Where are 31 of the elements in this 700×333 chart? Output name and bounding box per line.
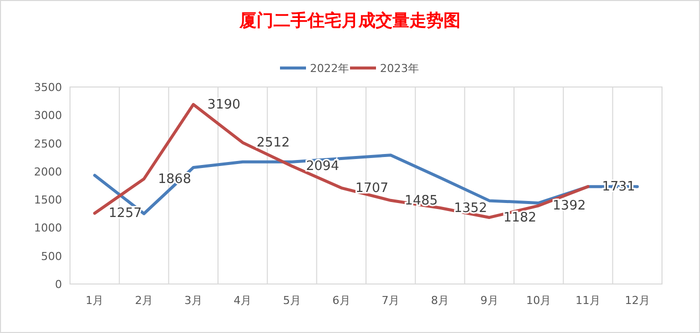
data-label: 1257 — [108, 206, 142, 222]
data-label: 3190 — [207, 97, 240, 112]
x-tick-label: 12月 — [624, 294, 650, 307]
data-label: 2512 — [256, 136, 290, 151]
y-tick-label: 500 — [41, 250, 62, 263]
x-tick-label: 1月 — [86, 294, 104, 307]
chart-title: 厦门二手住宅月成交量走势图 — [238, 11, 460, 31]
x-tick-label: 5月 — [283, 294, 301, 307]
y-tick-label: 3000 — [34, 109, 62, 122]
legend-label: 2023年 — [380, 62, 419, 75]
x-tick-label: 6月 — [332, 294, 350, 307]
x-tick-label: 11月 — [576, 294, 600, 307]
x-tick-label: 3月 — [184, 294, 202, 307]
y-tick-label: 0 — [55, 278, 62, 291]
x-tick-label: 10月 — [526, 294, 552, 307]
data-label: 1352 — [454, 200, 488, 216]
y-tick-label: 2500 — [34, 137, 62, 150]
x-tick-label: 2月 — [135, 294, 153, 307]
y-tick-label: 2000 — [34, 165, 62, 178]
y-tick-label: 1000 — [34, 222, 62, 235]
x-tick-label: 7月 — [382, 294, 400, 307]
x-tick-label: 4月 — [234, 294, 252, 307]
x-tick-label: 9月 — [480, 294, 498, 307]
data-label: 1392 — [552, 198, 586, 214]
data-label: 1182 — [503, 210, 536, 226]
y-tick-label: 3500 — [34, 81, 62, 94]
data-label: 1707 — [355, 180, 388, 196]
x-tick-label: 8月 — [431, 294, 449, 307]
y-tick-label: 1500 — [34, 194, 62, 207]
data-label: 2094 — [306, 159, 340, 174]
legend-label: 2022年 — [310, 62, 349, 75]
